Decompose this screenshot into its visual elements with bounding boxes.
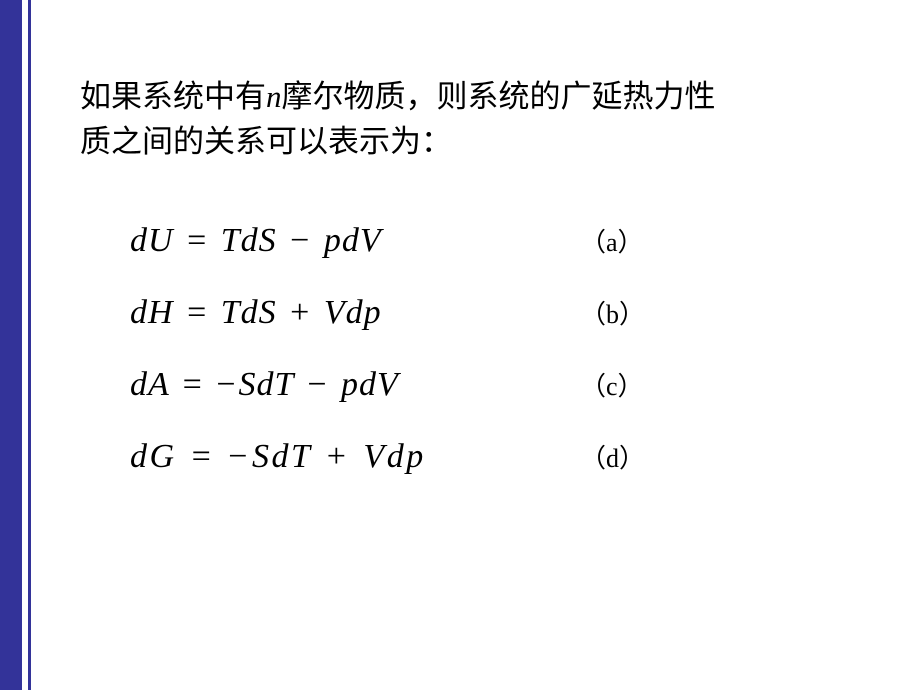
equation-row-a: dU = TdS − pdV （a） — [80, 205, 880, 277]
equation-row-d: dG = −SdT + Vdp （d） — [80, 421, 880, 493]
eq-c-d2: dV — [359, 366, 399, 403]
eq-a-t2: p — [324, 222, 342, 259]
equation-label-a: （a） — [580, 222, 644, 259]
eq-d-neg: − — [228, 438, 252, 475]
equation-a: dU = TdS − pdV — [80, 222, 580, 260]
intro-n: n — [266, 79, 282, 114]
eq-c-sign: − — [303, 366, 331, 403]
slide-content: 如果系统中有n摩尔物质，则系统的广延热力性 质之间的关系可以表示为： dU = … — [80, 75, 880, 493]
eq-d-t1: S — [252, 438, 272, 475]
equation-list: dU = TdS − pdV （a） dH = TdS + Vdp （b） dA… — [80, 205, 880, 493]
eq-b-d1: dS — [241, 294, 277, 331]
intro-part3: 质之间的关系可以表示为： — [80, 124, 452, 159]
eq-c-lhs: dA — [130, 366, 169, 403]
eq-a-d2: dV — [342, 222, 382, 259]
equation-d: dG = −SdT + Vdp — [80, 438, 580, 476]
eq-d-t2: V — [363, 438, 386, 475]
eq-d-d2: dp — [387, 438, 426, 475]
equation-label-d: （d） — [580, 438, 645, 475]
equation-row-b: dH = TdS + Vdp （b） — [80, 277, 880, 349]
equation-label-b: （b） — [580, 294, 645, 331]
eq-a-d1: dS — [241, 222, 277, 259]
equation-b: dH = TdS + Vdp — [80, 294, 580, 332]
eq-b-sign: + — [286, 294, 314, 331]
equation-label-c: （c） — [580, 366, 644, 403]
intro-part2: 摩尔物质，则系统的广延热力性 — [282, 79, 716, 114]
eq-a-sign: − — [286, 222, 314, 259]
eq-b-t1: T — [221, 294, 241, 331]
border-thick — [0, 0, 22, 690]
equation-c: dA = −SdT − pdV — [80, 366, 580, 404]
eq-c-d1: dT — [257, 366, 294, 403]
equation-row-c: dA = −SdT − pdV （c） — [80, 349, 880, 421]
slide-left-border — [0, 0, 38, 690]
intro-part1: 如果系统中有 — [80, 79, 266, 114]
eq-b-t2: V — [324, 294, 346, 331]
intro-text: 如果系统中有n摩尔物质，则系统的广延热力性 质之间的关系可以表示为： — [80, 75, 880, 165]
border-thin — [28, 0, 31, 690]
eq-b-lhs: dH — [130, 294, 174, 331]
eq-c-t2: p — [341, 366, 359, 403]
eq-d-sign: + — [323, 438, 353, 475]
eq-c-neg: − — [216, 366, 238, 403]
eq-d-lhs: dG — [130, 438, 177, 475]
eq-a-lhs: dU — [130, 222, 174, 259]
eq-a-t1: T — [221, 222, 241, 259]
eq-b-d2: dp — [346, 294, 382, 331]
eq-c-t1: S — [239, 366, 257, 403]
eq-d-d1: dT — [271, 438, 311, 475]
